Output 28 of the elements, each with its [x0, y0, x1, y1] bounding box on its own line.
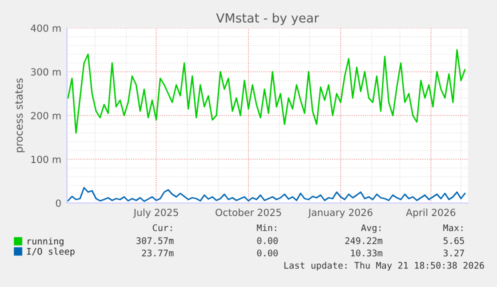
chart-title: VMstat - by year [216, 12, 319, 26]
text: Max: [443, 224, 463, 232]
text: 3.27 [444, 250, 464, 256]
legend-label: I/O sleep [27, 248, 75, 257]
text: Avg: [361, 224, 381, 233]
y-tick-label: 100 m [31, 156, 61, 164]
y-axis-title: process states [15, 78, 25, 152]
text: 249.22m [345, 237, 382, 244]
y-tick-label: 300 m [31, 68, 61, 76]
x-tick-label: July 2025 [133, 208, 178, 218]
y-tick-label: 200 m [31, 112, 61, 120]
y-tick-label: 400 m [30, 24, 61, 32]
text: Last update: Thu May 21 18:50:38 2026 [284, 262, 484, 271]
text: 307.57m [136, 237, 174, 244]
text: 0.00 [257, 250, 278, 256]
legend-label: running [28, 238, 64, 246]
line-series [67, 186, 466, 202]
x-tick-label: April 2026 [406, 208, 456, 218]
x-tick-label: October 2025 [216, 208, 281, 216]
text: 5.65 [444, 237, 464, 244]
line-series [67, 49, 466, 134]
text: Cur: [152, 224, 172, 232]
y-tick-label: 0 [56, 199, 61, 207]
text: 10.33m [351, 250, 382, 256]
text: Min: [256, 224, 276, 232]
text: 23.77m [142, 250, 174, 256]
text: 0.00 [257, 237, 278, 244]
x-tick-label: January 2026 [308, 208, 372, 218]
